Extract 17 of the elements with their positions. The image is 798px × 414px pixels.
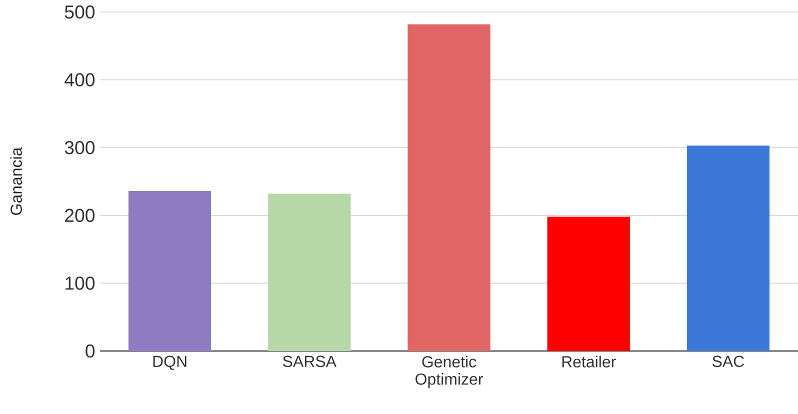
y-tick-label: 100 bbox=[66, 276, 95, 290]
x-tick-label: SAC bbox=[712, 356, 744, 368]
x-tick-label: DQN bbox=[153, 356, 186, 370]
x-tick-label: Genetic Optimizer bbox=[416, 356, 483, 388]
y-tick-label: 0 bbox=[86, 344, 95, 358]
bar bbox=[128, 190, 212, 351]
x-tick-label: Retailer bbox=[562, 356, 616, 368]
bar bbox=[408, 24, 490, 351]
x-tick-label: SARSA bbox=[283, 356, 336, 368]
y-axis-title: Ganancia bbox=[10, 147, 22, 215]
y-tick-label: 400 bbox=[64, 73, 95, 86]
y-tick-label: 300 bbox=[64, 140, 95, 154]
y-tick-label: 500 bbox=[64, 5, 95, 19]
y-tick-label: 200 bbox=[65, 208, 95, 222]
bar bbox=[686, 146, 770, 351]
bar bbox=[268, 194, 351, 351]
bar bbox=[547, 216, 630, 351]
